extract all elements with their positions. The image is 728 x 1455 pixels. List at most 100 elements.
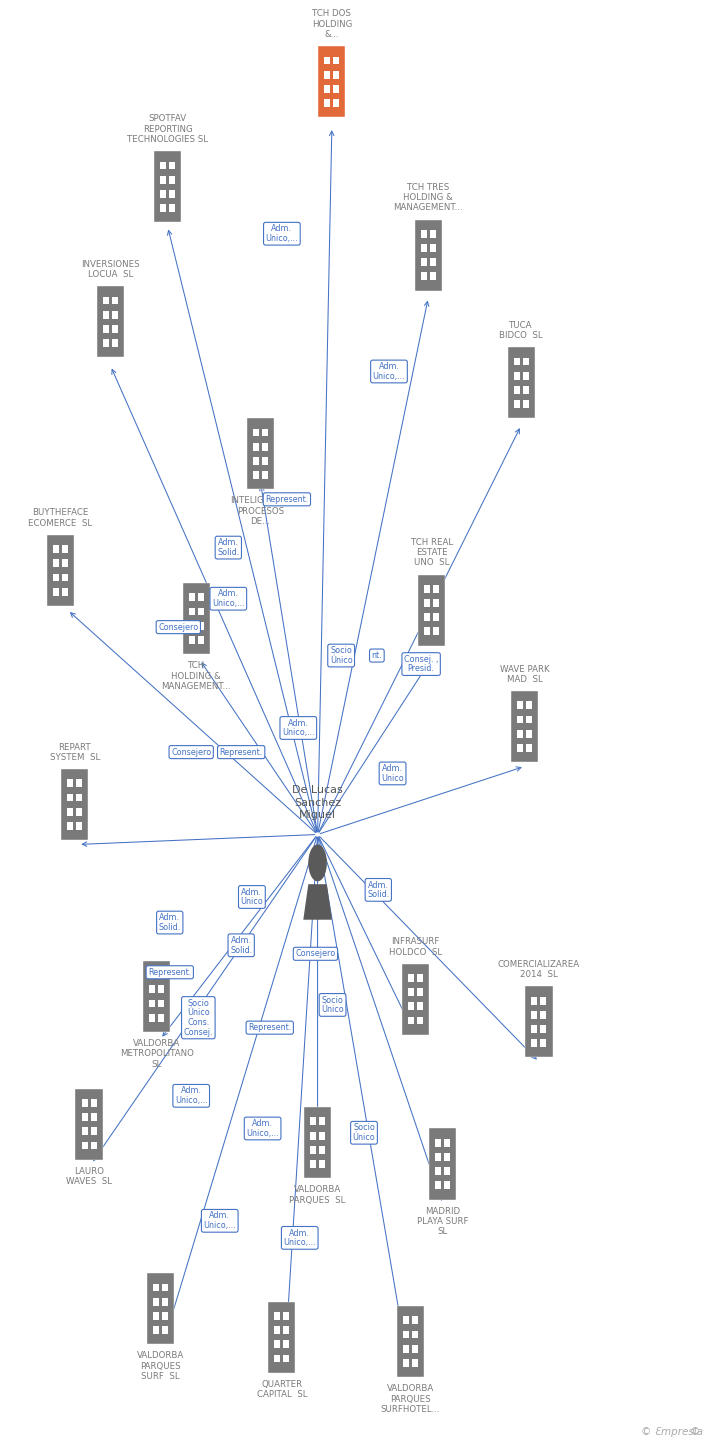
Bar — [531, 1011, 537, 1018]
Circle shape — [308, 844, 327, 882]
Bar — [310, 1132, 316, 1139]
Bar — [403, 1344, 409, 1353]
Bar — [162, 1283, 168, 1292]
Text: ©: © — [689, 1427, 703, 1436]
Text: Adm.
Unico,...: Adm. Unico,... — [373, 362, 405, 381]
Bar — [283, 1340, 290, 1349]
Bar — [531, 997, 537, 1004]
Bar — [408, 973, 414, 982]
Text: SPOTFAV
REPORTING
TECHNOLOGIES SL: SPOTFAV REPORTING TECHNOLOGIES SL — [127, 115, 208, 144]
Text: Socio
Único: Socio Único — [321, 995, 344, 1014]
Bar — [333, 57, 339, 64]
Bar — [333, 71, 339, 79]
Text: Adm.
Unico,...: Adm. Unico,... — [266, 224, 298, 243]
Bar — [408, 1002, 414, 1010]
Bar — [253, 471, 259, 479]
Bar — [433, 627, 440, 636]
Bar — [523, 400, 529, 407]
Bar — [403, 1359, 409, 1366]
Bar — [62, 573, 68, 582]
Bar — [523, 386, 529, 394]
Bar — [421, 272, 427, 281]
Bar — [76, 808, 82, 816]
Bar — [162, 1327, 168, 1334]
Bar — [310, 1117, 316, 1125]
Bar — [325, 57, 331, 64]
Bar — [435, 1139, 441, 1147]
Text: VALDORBA
METROPOLITANO
SL: VALDORBA METROPOLITANO SL — [120, 1039, 194, 1069]
Bar — [159, 970, 165, 979]
Bar — [523, 372, 529, 380]
Bar — [67, 793, 74, 802]
Bar — [310, 1160, 316, 1168]
Bar — [47, 535, 74, 605]
Bar — [333, 84, 339, 93]
Bar — [444, 1139, 450, 1147]
Bar — [112, 297, 118, 304]
Bar — [412, 1317, 418, 1324]
Bar — [67, 780, 74, 787]
Bar — [160, 176, 166, 183]
Text: Socio
Único: Socio Único — [352, 1123, 376, 1142]
Text: TCH DOS
HOLDING
&...: TCH DOS HOLDING &... — [312, 9, 352, 39]
Polygon shape — [304, 885, 332, 920]
Bar — [67, 808, 74, 816]
Bar — [82, 1099, 87, 1107]
Text: BUYTHEFACE
ECOMERCE  SL: BUYTHEFACE ECOMERCE SL — [28, 508, 92, 528]
Bar — [444, 1152, 450, 1161]
Bar — [253, 429, 259, 436]
Text: Consejero: Consejero — [171, 748, 211, 757]
Bar — [417, 988, 423, 997]
Text: Adm.
Unico,...: Adm. Unico,... — [175, 1087, 207, 1106]
Text: Represent.: Represent. — [148, 968, 191, 976]
Text: © Ɛmpresia: © Ɛmpresia — [641, 1427, 703, 1436]
Bar — [189, 621, 194, 630]
Bar — [159, 1014, 165, 1021]
Bar — [76, 1088, 103, 1160]
Bar — [67, 822, 74, 829]
Bar — [517, 701, 523, 709]
Bar — [253, 457, 259, 464]
Bar — [247, 419, 274, 489]
Text: Socio
Único: Socio Único — [330, 646, 352, 665]
Bar — [112, 324, 118, 333]
Bar — [262, 457, 268, 464]
Text: Adm.
Unico,...: Adm. Unico,... — [246, 1119, 279, 1138]
Text: Adm.
Unico: Adm. Unico — [381, 764, 404, 783]
Bar — [435, 1181, 441, 1189]
Text: TUCA
BIDCO  SL: TUCA BIDCO SL — [499, 322, 543, 340]
Bar — [149, 985, 155, 994]
Bar — [304, 1107, 331, 1179]
Bar — [424, 599, 430, 607]
Bar — [253, 442, 259, 451]
Text: Adm.
Unico,...: Adm. Unico,... — [212, 589, 245, 608]
Text: nt.: nt. — [371, 650, 382, 661]
Bar — [169, 204, 175, 212]
Text: Adm.
Unico,...: Adm. Unico,... — [203, 1212, 236, 1229]
Bar — [82, 1128, 87, 1135]
Bar — [417, 1017, 423, 1024]
Bar — [318, 47, 345, 118]
Bar — [325, 84, 331, 93]
Bar — [189, 594, 194, 601]
Bar — [319, 1147, 325, 1154]
Bar — [319, 1160, 325, 1168]
Text: INFRASURF
HOLDCO  SL: INFRASURF HOLDCO SL — [389, 937, 442, 956]
Bar — [513, 400, 520, 407]
Text: INVERSIONES
LOCUA  SL: INVERSIONES LOCUA SL — [82, 260, 140, 279]
Text: TCH REAL
ESTATE
UNO  SL: TCH REAL ESTATE UNO SL — [411, 538, 453, 567]
Bar — [517, 716, 523, 723]
Bar — [417, 973, 423, 982]
Bar — [403, 1330, 409, 1339]
Bar — [444, 1167, 450, 1176]
Bar — [319, 1117, 325, 1125]
Text: Consejero: Consejero — [158, 623, 199, 631]
Text: Adm.
Solid.: Adm. Solid. — [217, 538, 240, 557]
Bar — [517, 744, 523, 752]
Text: QUARTER
CAPITAL  SL: QUARTER CAPITAL SL — [257, 1379, 307, 1400]
Bar — [419, 575, 446, 646]
Bar — [169, 191, 175, 198]
Bar — [531, 1039, 537, 1048]
Bar — [430, 244, 436, 252]
Text: Represent.: Represent. — [248, 1023, 291, 1032]
